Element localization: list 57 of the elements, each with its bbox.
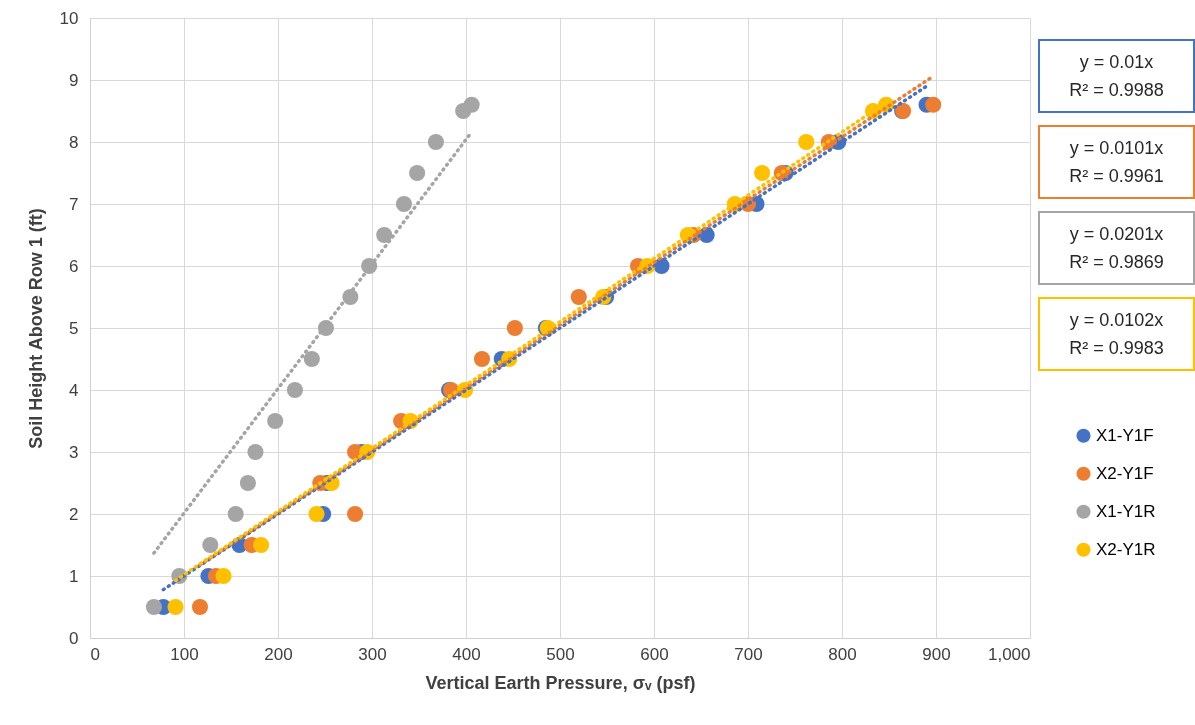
point (227, 505, 244, 523)
x-tick-label: 200 (264, 644, 293, 664)
y-tick-label: 7 (69, 194, 79, 214)
point (202, 536, 219, 554)
point (286, 381, 303, 399)
point (376, 226, 393, 244)
x-tick-label: 500 (546, 644, 575, 664)
point (145, 598, 162, 616)
legend-label: X1-Y1F (1096, 425, 1154, 445)
text: y = 0.0201x R² = 0.9869 (1069, 224, 1164, 272)
y-tick-label: 2 (69, 504, 79, 524)
point (798, 133, 815, 151)
x-tick-label: 100 (170, 644, 199, 664)
y-tick-label: 3 (69, 442, 79, 462)
point (506, 319, 523, 337)
point (395, 195, 413, 213)
x-tick-label: 400 (452, 644, 481, 664)
x-tick-label: 900 (922, 644, 951, 664)
legend-label: X2-Y1R (1096, 539, 1156, 559)
text: y = 0.01x R² = 0.9988 (1069, 52, 1164, 100)
point (191, 598, 209, 616)
point (215, 567, 232, 585)
x-tick-label: 600 (640, 644, 669, 664)
point (925, 96, 942, 113)
x-tick-label: 800 (828, 644, 857, 664)
point (570, 288, 587, 306)
point (303, 350, 320, 368)
y-tick-label: 10 (59, 8, 79, 28)
x-tick-label: 1,000 (987, 644, 1031, 664)
y-tick-label: 4 (69, 380, 79, 400)
point (754, 164, 771, 182)
point (347, 505, 364, 523)
point (473, 350, 491, 368)
point (239, 474, 256, 492)
legend-label: X1-Y1R (1096, 501, 1156, 521)
y-tick-label: 0 (69, 628, 79, 648)
text: y = 0.0102x R² = 0.9983 (1069, 310, 1164, 358)
point (253, 536, 270, 554)
point (308, 505, 325, 523)
x-tick-label: 0 (90, 644, 100, 664)
y-tick-label: 9 (69, 70, 79, 90)
text: y = 0.0101x R² = 0.9961 (1069, 138, 1164, 186)
y-axis-title: Soil Height Above Row 1 (ft) (25, 208, 46, 449)
legend-label: X2-Y1F (1096, 463, 1154, 483)
y-tick-label: 8 (69, 132, 79, 152)
x-tick-label: 300 (358, 644, 387, 664)
y-tick-label: 6 (69, 256, 79, 276)
point (427, 133, 444, 151)
y-tick-label: 1 (69, 566, 79, 586)
point (409, 164, 426, 182)
point (267, 412, 284, 430)
point (247, 443, 264, 461)
point (463, 96, 480, 113)
x-axis-title: Vertical Earth Pressure, σᵥ (psf) (425, 672, 696, 693)
y-tick-label: 5 (69, 318, 79, 338)
x-tick-label: 700 (734, 644, 763, 664)
point (167, 598, 184, 616)
